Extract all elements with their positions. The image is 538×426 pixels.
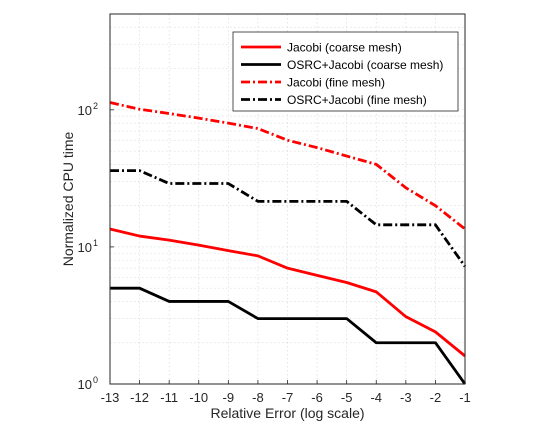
y-tick-base: 10 xyxy=(78,377,92,392)
x-axis-label: Relative Error (log scale) xyxy=(210,405,364,421)
y-tick-exponent: 2 xyxy=(93,101,98,111)
x-tick-label: -1 xyxy=(459,390,471,405)
x-tick-label: -4 xyxy=(370,390,382,405)
legend-entry-label: OSRC+Jacobi (fine mesh) xyxy=(287,93,427,107)
y-tick-label: 10 0 xyxy=(78,375,98,392)
y-tick-label: 10 2 xyxy=(78,101,98,118)
y-tick-base: 10 xyxy=(78,240,92,255)
x-tick-label: -11 xyxy=(160,390,178,405)
y-tick-base: 10 xyxy=(78,103,92,118)
x-tick-label: -13 xyxy=(101,390,120,405)
y-tick-exponent: 1 xyxy=(93,238,98,248)
y-tick-exponent: 0 xyxy=(93,375,98,385)
x-tick-label: -6 xyxy=(311,390,323,405)
x-tick-label: -2 xyxy=(430,390,442,405)
x-tick-label: -5 xyxy=(341,390,353,405)
series-line xyxy=(110,169,467,268)
x-tick-label: -7 xyxy=(282,390,294,405)
series-layer xyxy=(109,101,467,385)
x-tick-label: -8 xyxy=(252,390,264,405)
series-line xyxy=(109,101,466,231)
legend-entry-label: OSRC+Jacobi (coarse mesh) xyxy=(287,58,443,72)
y-axis-label: Normalized CPU time xyxy=(60,131,76,266)
x-tick-label: -9 xyxy=(223,390,235,405)
series-line xyxy=(110,286,467,385)
legend-box xyxy=(232,31,459,112)
legend-entry-label: Jacobi (coarse mesh) xyxy=(287,41,402,55)
x-tick-label: -3 xyxy=(400,390,412,405)
x-tick-label: -12 xyxy=(130,390,149,405)
x-tick-label: -10 xyxy=(189,390,208,405)
x-tick-labels: -13 -12 -11 -10 -9 -8 -7 -6 -5 -4 -3 -2 -1 xyxy=(101,380,471,405)
series-line xyxy=(109,227,466,358)
legend: Jacobi (coarse mesh) OSRC+Jacobi (coarse … xyxy=(232,31,459,112)
y-tick-label: 10 1 xyxy=(78,238,98,255)
legend-entry-label: Jacobi (fine mesh) xyxy=(287,76,385,90)
